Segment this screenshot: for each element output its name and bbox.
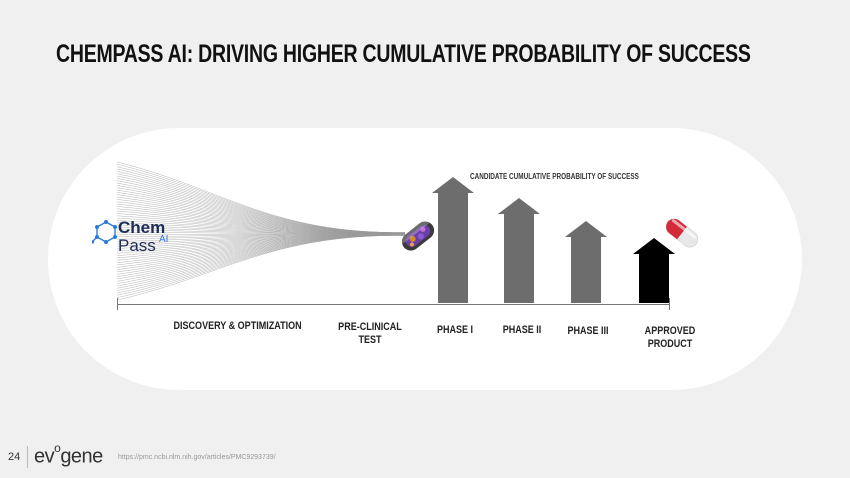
arrow-phase3 [565, 221, 607, 303]
funnel-line [116, 235, 406, 301]
logo-ai-text: AI [159, 234, 169, 245]
molecule-icon [90, 220, 117, 244]
stage-label-line: PHASE III [567, 325, 609, 337]
arrow-caption: CANDIDATE CUMULATIVE PROBABILITY OF SUCC… [470, 172, 639, 181]
arrow-phase1 [432, 177, 474, 303]
timeline-axis [117, 304, 670, 305]
stage-label-phase3: PHASE III [563, 325, 612, 338]
stage-label-phase2: PHASE II [497, 324, 546, 337]
stage-label-line: PHASE II [502, 324, 542, 336]
logo-chem-text: Chem [118, 218, 166, 237]
evogene-logo: evogene [34, 441, 103, 468]
funnel-lines [116, 161, 406, 301]
stage-label-line: DISCOVERY & OPTIMIZATION [173, 320, 302, 332]
timeline-tick-end [669, 298, 670, 310]
capsule-icon [399, 219, 435, 251]
stage-label-preclinical: PRE-CLINICAL TEST [333, 321, 407, 347]
logo-pass-text: Pass [118, 236, 156, 255]
page-number: 24 [8, 451, 21, 463]
stage-label-phase1: PHASE I [430, 324, 479, 337]
stage-label-line: PRE-CLINICAL [338, 321, 402, 333]
stage-label-line: PHASE I [436, 324, 474, 336]
stage-label-approved: APPROVED PRODUCT [637, 325, 703, 351]
approved-pill-icon [665, 218, 699, 248]
probability-arrows [432, 177, 675, 303]
slide-title: CHEMPASS AI: DRIVING HIGHER CUMULATIVE P… [56, 40, 751, 68]
chempass-logo: Chem Pass AI [90, 216, 168, 255]
stage-label-line: PRODUCT [647, 338, 693, 350]
source-link[interactable]: https://pmc.ncbi.nlm.nih.gov/articles/PM… [118, 454, 276, 461]
arrow-phase2 [498, 198, 540, 303]
stage-label-line: TEST [358, 334, 382, 346]
footer-divider [27, 446, 28, 468]
stage-label-line: APPROVED [644, 325, 696, 337]
timeline-tick-start [117, 298, 118, 310]
stage-label-discovery: DISCOVERY & OPTIMIZATION [173, 320, 302, 333]
arrow-approved [633, 238, 675, 303]
